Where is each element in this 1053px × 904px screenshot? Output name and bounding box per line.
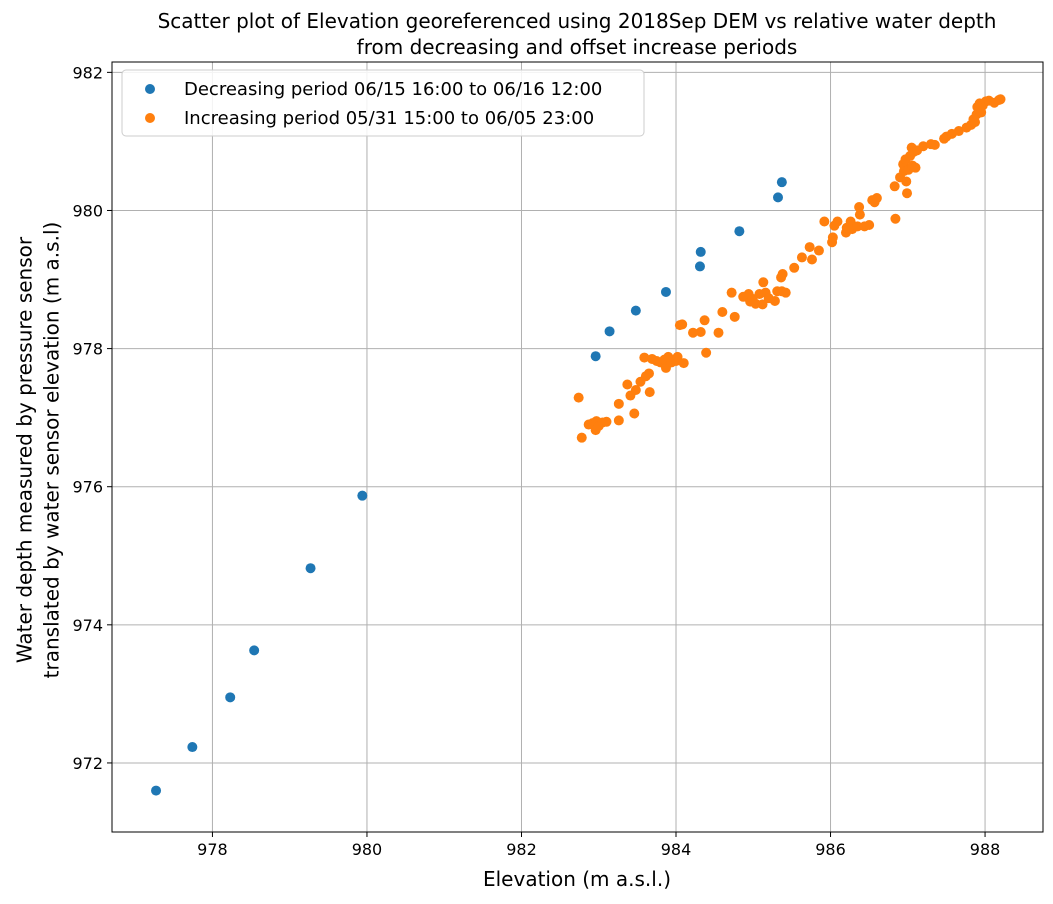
data-point-increasing <box>889 181 900 192</box>
data-point-increasing <box>713 327 724 338</box>
data-point-increasing <box>729 311 740 322</box>
data-point-increasing <box>854 209 865 220</box>
legend-label-increasing: Increasing period 05/31 15:00 to 06/05 2… <box>184 108 594 129</box>
legend: Decreasing period 06/15 16:00 to 06/16 1… <box>121 69 645 137</box>
data-point-increasing <box>677 319 688 330</box>
x-tick-label: 986 <box>815 840 846 859</box>
data-point-increasing <box>871 193 882 204</box>
data-point-increasing <box>929 139 940 150</box>
x-axis-label: Elevation (m a.s.l.) <box>483 867 671 891</box>
data-point-increasing <box>613 398 624 409</box>
plot-frame <box>111 61 1044 833</box>
data-point-decreasing <box>225 692 236 703</box>
axis-ticks: 978 980 982 984 986 988 972 974 976 978 980 982 <box>72 63 1000 859</box>
data-point-increasing <box>699 315 710 326</box>
data-point-increasing <box>854 202 865 213</box>
data-point-increasing <box>769 295 780 306</box>
x-tick-label: 982 <box>506 840 537 859</box>
data-point-increasing <box>918 141 929 152</box>
data-point-increasing <box>672 351 683 362</box>
data-point-increasing <box>910 162 921 173</box>
y-tick-label: 982 <box>72 63 103 82</box>
data-point-increasing <box>695 327 706 338</box>
chart-subtitle: from decreasing and offset increase peri… <box>357 35 798 59</box>
legend-marker-decreasing <box>145 84 155 94</box>
data-point-increasing <box>644 387 655 398</box>
data-point-decreasing <box>772 192 783 203</box>
data-point-increasing <box>780 287 791 298</box>
data-point-increasing <box>777 269 788 280</box>
x-tick-label: 978 <box>197 840 228 859</box>
data-point-decreasing <box>249 645 260 656</box>
data-point-increasing <box>845 216 856 227</box>
data-point-decreasing <box>604 326 615 337</box>
data-point-increasing <box>832 216 843 227</box>
data-point-increasing <box>970 117 981 128</box>
y-tick-label: 978 <box>72 340 103 359</box>
data-point-increasing <box>806 254 817 265</box>
y-tick-label: 974 <box>72 616 103 635</box>
data-point-increasing <box>757 299 768 310</box>
x-tick-label: 980 <box>352 840 383 859</box>
y-axis-label-line2: translated by water sensor elevation (m … <box>40 222 64 679</box>
data-point-increasing <box>601 416 612 427</box>
data-point-increasing <box>953 126 964 137</box>
data-point-increasing <box>576 432 587 443</box>
data-point-decreasing <box>590 351 601 362</box>
y-tick-label: 980 <box>72 201 103 220</box>
data-point-increasing <box>688 327 699 338</box>
data-point-decreasing <box>734 226 745 237</box>
data-point-decreasing <box>151 785 162 796</box>
data-point-increasing <box>995 94 1006 105</box>
data-point-increasing <box>819 216 830 227</box>
data-point-increasing <box>852 221 863 232</box>
legend-label-decreasing: Decreasing period 06/15 16:00 to 06/16 1… <box>184 79 602 100</box>
legend-marker-increasing <box>145 113 155 123</box>
data-points <box>151 94 1006 796</box>
data-point-increasing <box>613 415 624 426</box>
data-point-increasing <box>864 219 875 230</box>
y-axis-label-line1: Water depth measured by pressure sensor <box>13 236 37 663</box>
data-point-increasing <box>573 392 584 403</box>
x-tick-label: 984 <box>661 840 692 859</box>
legend-box <box>121 69 645 137</box>
data-point-decreasing <box>305 563 316 574</box>
y-tick-label: 972 <box>72 754 103 773</box>
data-point-increasing <box>902 188 913 199</box>
data-point-increasing <box>804 242 815 253</box>
data-point-increasing <box>726 287 737 298</box>
data-point-decreasing <box>776 177 787 188</box>
chart-title: Scatter plot of Elevation georeferenced … <box>158 9 997 33</box>
data-point-increasing <box>630 385 641 396</box>
data-point-decreasing <box>694 261 705 272</box>
data-point-increasing <box>622 379 633 390</box>
data-point-increasing <box>813 245 824 256</box>
data-point-increasing <box>701 347 712 358</box>
data-point-decreasing <box>630 305 641 316</box>
data-point-increasing <box>901 176 912 187</box>
data-point-increasing <box>678 358 689 369</box>
data-point-decreasing <box>695 246 706 257</box>
data-point-decreasing <box>357 490 368 501</box>
data-point-increasing <box>890 213 901 224</box>
x-tick-label: 988 <box>970 840 1001 859</box>
y-tick-label: 976 <box>72 478 103 497</box>
data-point-decreasing <box>187 742 198 753</box>
data-point-increasing <box>639 352 650 363</box>
data-point-increasing <box>717 306 728 317</box>
data-point-increasing <box>796 252 807 263</box>
data-point-increasing <box>789 262 800 273</box>
data-point-increasing <box>629 408 640 419</box>
data-point-increasing <box>827 232 838 243</box>
data-point-increasing <box>758 277 769 288</box>
data-point-decreasing <box>660 286 671 297</box>
data-point-increasing <box>643 368 654 379</box>
